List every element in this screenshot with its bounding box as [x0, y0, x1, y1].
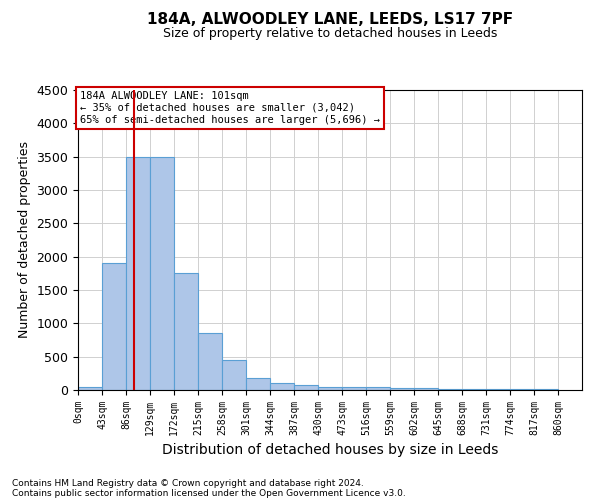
- Bar: [486, 389, 510, 390]
- Text: Size of property relative to detached houses in Leeds: Size of property relative to detached ho…: [163, 28, 497, 40]
- Bar: [126, 156, 150, 390]
- Text: 184A, ALWOODLEY LANE, LEEDS, LS17 7PF: 184A, ALWOODLEY LANE, LEEDS, LS17 7PF: [147, 12, 513, 28]
- Bar: [102, 264, 126, 390]
- Text: Contains HM Land Registry data © Crown copyright and database right 2024.: Contains HM Land Registry data © Crown c…: [12, 478, 364, 488]
- Bar: [150, 156, 174, 390]
- Bar: [246, 378, 270, 390]
- Bar: [390, 388, 414, 390]
- X-axis label: Distribution of detached houses by size in Leeds: Distribution of detached houses by size …: [162, 444, 498, 458]
- Bar: [78, 386, 102, 390]
- Bar: [414, 388, 438, 390]
- Bar: [198, 334, 222, 390]
- Bar: [318, 386, 342, 390]
- Bar: [462, 389, 486, 390]
- Y-axis label: Number of detached properties: Number of detached properties: [18, 142, 31, 338]
- Bar: [270, 384, 294, 390]
- Bar: [342, 386, 366, 390]
- Bar: [174, 274, 198, 390]
- Bar: [294, 385, 318, 390]
- Bar: [366, 388, 390, 390]
- Text: 184A ALWOODLEY LANE: 101sqm
← 35% of detached houses are smaller (3,042)
65% of : 184A ALWOODLEY LANE: 101sqm ← 35% of det…: [80, 92, 380, 124]
- Text: Contains public sector information licensed under the Open Government Licence v3: Contains public sector information licen…: [12, 488, 406, 498]
- Bar: [438, 388, 462, 390]
- Bar: [222, 360, 246, 390]
